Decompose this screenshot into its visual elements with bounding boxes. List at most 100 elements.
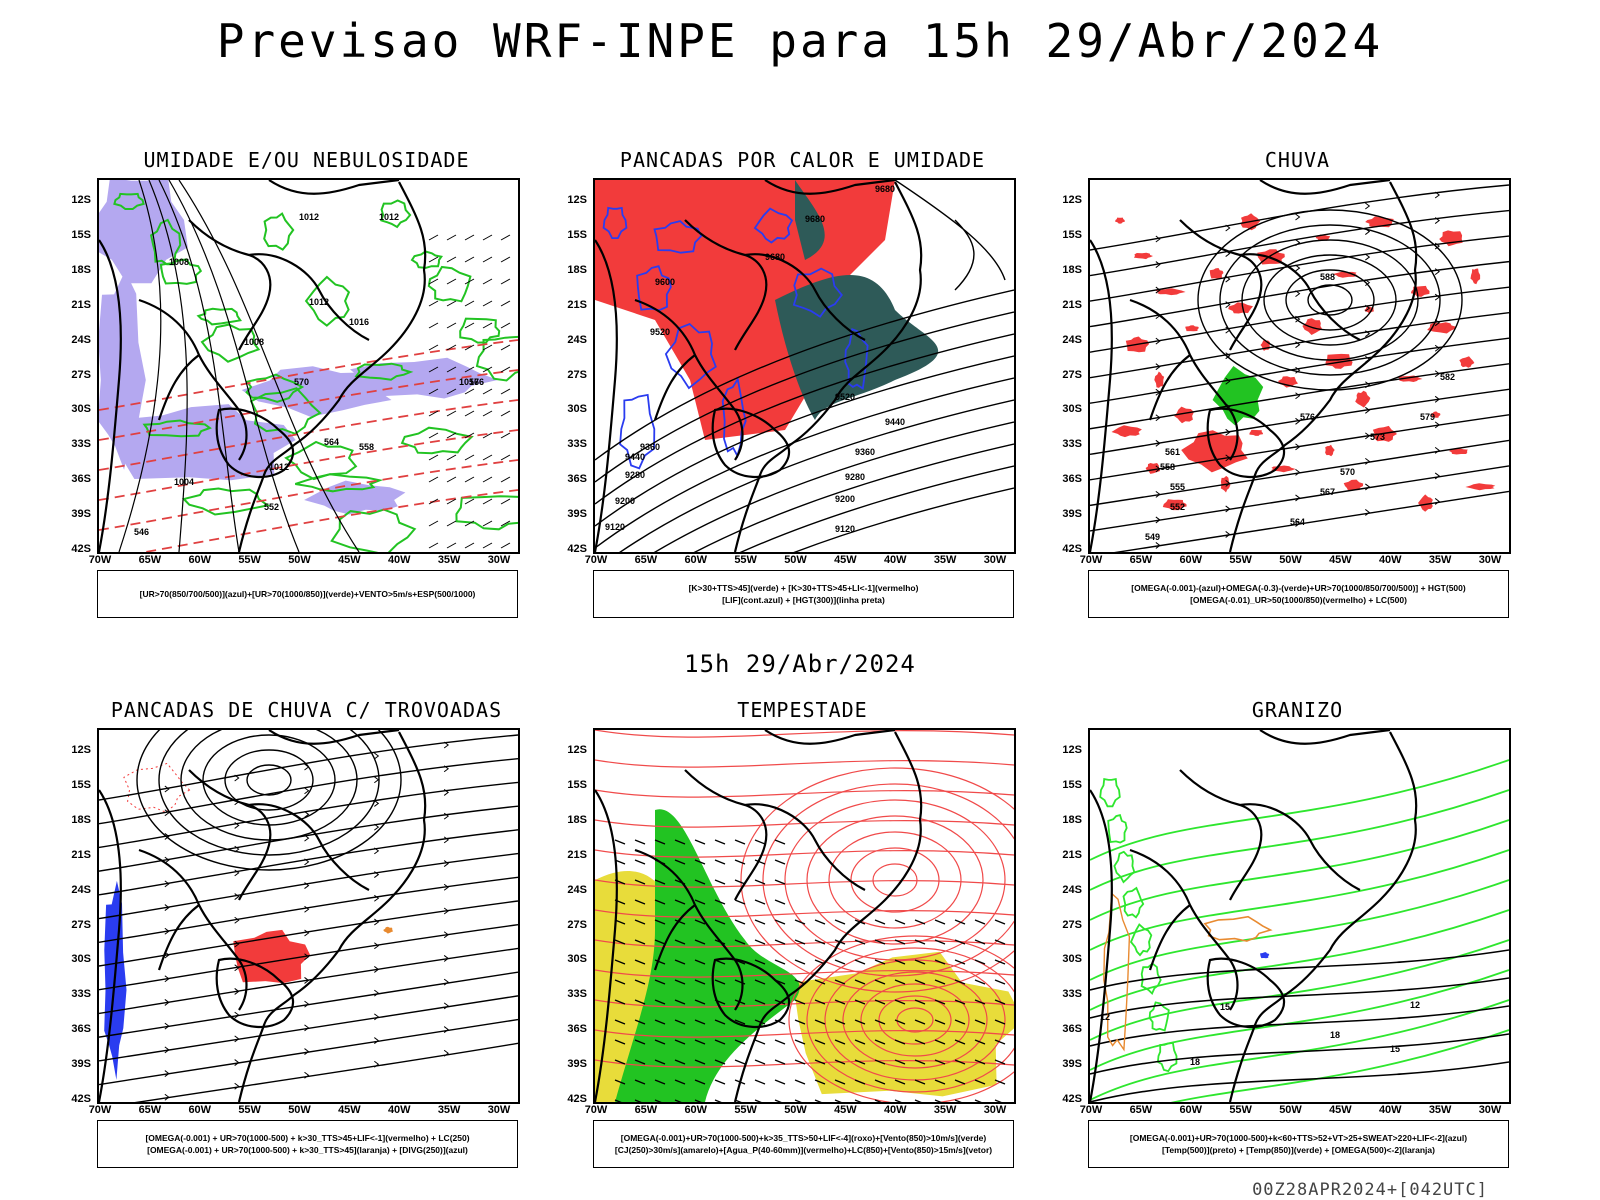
latitude-tick-label: 42S <box>71 1093 91 1105</box>
contour-label: 1012 <box>379 212 399 222</box>
contour-label: 1008 <box>169 257 189 267</box>
latitude-tick-label: 24S <box>71 333 91 346</box>
streamlines-850 <box>595 730 1014 1102</box>
latitude-tick-label: 33S <box>567 988 587 1001</box>
longitude-tick-label: 70W <box>1079 554 1103 566</box>
legend-line: [OMEGA(-0.01)_UR>50(1000/850)(vermelho) … <box>1190 595 1407 605</box>
latitude-tick-label: 21S <box>1062 298 1082 311</box>
instability-area <box>775 275 939 420</box>
contour-label: 18 <box>1190 1057 1200 1067</box>
panel-legend: [K>30+TTS>45](verde) + [K>30+TTS>45+LI<-… <box>593 570 1014 618</box>
longitude-tick-label: 50W <box>1279 1104 1302 1116</box>
contour-label: 558 <box>359 442 374 452</box>
longitude-tick-label: 40W <box>883 554 907 566</box>
latitude-tick-label: 42S <box>567 1093 587 1105</box>
latitude-tick-label: 27S <box>71 918 91 931</box>
longitude-tick-label: 70W <box>1079 1104 1103 1116</box>
contour-label: 9520 <box>650 327 670 337</box>
latitude-tick-label: 30S <box>567 403 587 416</box>
latitude-tick-label: 27S <box>1062 368 1082 381</box>
longitude-tick-label: 30W <box>983 1104 1007 1116</box>
longitude-tick-label: 60W <box>1179 1104 1203 1116</box>
contour-label: 1012 <box>309 297 329 307</box>
latitude-tick-label: 30S <box>1062 403 1082 416</box>
temperature-500-contours <box>1090 949 1509 1102</box>
panel-legend: [OMEGA(-0.001) + UR>70(1000-500) + k>30_… <box>97 1120 518 1168</box>
longitude-tick-label: 50W <box>1279 554 1302 566</box>
coastline-borders <box>1090 180 1418 552</box>
panel-legend: [OMEGA(-0.001)+UR>70(1000-500)+k<60+TTS>… <box>1088 1120 1509 1168</box>
contour-label: 12 <box>1100 1012 1110 1022</box>
weather-map[interactable]: 1012 1012 1008 1012 1016 1016 1008 1012 1004 576 5… <box>97 178 520 554</box>
contour-label: 552 <box>264 502 279 512</box>
contour-label: 9680 <box>875 184 895 194</box>
latitude-tick-label: 42S <box>1062 543 1082 555</box>
contour-label: 546 <box>134 527 149 537</box>
longitude-tick-label: 40W <box>1378 1104 1402 1116</box>
longitude-tick-label: 30W <box>487 554 511 566</box>
panel-title: CHUVA <box>1264 148 1331 172</box>
latitude-tick-label: 36S <box>567 473 587 486</box>
latitude-tick-label: 12S <box>567 744 587 756</box>
latitude-tick-label: 15S <box>1062 778 1082 791</box>
legend-line: [OMEGA(-0.001)+UR>70(1000-500)+k<60+TTS>… <box>1129 1133 1468 1143</box>
contour-label: 558 <box>1160 462 1175 472</box>
latitude-tick-label: 30S <box>71 953 91 966</box>
longitude-tick-label: 45W <box>1329 554 1352 566</box>
legend-line: [OMEGA(-0.001)-(azul)+OMEGA(-0.3)-(verde… <box>1131 583 1466 593</box>
weather-map[interactable]: 588 582 579 576 573 570 567 564 561 558 555 552 549 <box>1088 178 1511 554</box>
contour-label: 1012 <box>299 212 319 222</box>
contour-label: 1016 <box>459 377 479 387</box>
longitude-tick-label: 35W <box>933 1104 957 1116</box>
latitude-tick-label: 21S <box>71 298 91 311</box>
latitude-tick-label: 30S <box>567 953 587 966</box>
longitude-tick-label: 65W <box>1129 554 1153 566</box>
legend-line: [OMEGA(-0.001) + UR>70(1000-500) + k>30_… <box>147 1145 468 1155</box>
latitude-tick-label: 27S <box>71 368 91 381</box>
weather-map[interactable]: 9680 9680 9680 9600 9520 9440 9360 9280 9200 9120… <box>593 178 1016 554</box>
coastline-borders <box>1090 730 1418 1102</box>
longitude-tick-label: 30W <box>487 1104 511 1116</box>
contour-label: 9680 <box>805 214 825 224</box>
latitude-tick-label: 21S <box>71 848 91 861</box>
longitude-tick-label: 60W <box>684 554 708 566</box>
latitude-tick-label: 33S <box>71 988 91 1001</box>
latitude-tick-label: 27S <box>567 918 587 931</box>
contour-label: 573 <box>1370 432 1385 442</box>
longitude-tick-label: 65W <box>138 554 162 566</box>
weather-map[interactable] <box>97 728 520 1104</box>
longitude-tick-label: 55W <box>1229 554 1252 566</box>
map-canvas: 1012 1012 1008 1012 1016 1016 1008 1012 1004 576 5… <box>99 180 518 552</box>
longitude-tick-label: 45W <box>834 554 857 566</box>
legend-line: [Temp(500)](preto) + [Temp(850)](verde) … <box>1162 1145 1435 1155</box>
legend-line: [OMEGA(-0.001)+UR>70(1000-500)+k>35_TTS>… <box>620 1133 987 1143</box>
contour-label: 9360 <box>855 447 875 457</box>
longitude-tick-label: 40W <box>387 554 411 566</box>
weather-map[interactable]: 12 12 15 18 15 18 <box>1088 728 1511 1104</box>
longitude-tick-label: 55W <box>238 1104 261 1116</box>
latitude-tick-label: 15S <box>71 228 91 241</box>
contour-label: 579 <box>1420 412 1435 422</box>
latitude-tick-label: 30S <box>1062 953 1082 966</box>
contour-label: 9280 <box>625 470 645 480</box>
map-canvas: 588 582 579 576 573 570 567 564 561 558 555 552 549 <box>1090 180 1509 552</box>
contour-label: 9280 <box>845 472 865 482</box>
latitude-tick-label: 24S <box>567 333 587 346</box>
weather-map[interactable] <box>593 728 1016 1104</box>
longitude-tick-label: 30W <box>983 554 1007 566</box>
longitude-tick-label: 35W <box>437 554 461 566</box>
longitude-tick-label: 45W <box>1329 1104 1352 1116</box>
panel-title: UMIDADE E/OU NEBULOSIDADE <box>143 148 470 172</box>
longitude-tick-label: 30W <box>1478 1104 1502 1116</box>
contour-label: 588 <box>1320 272 1335 282</box>
longitude-tick-label: 70W <box>88 554 112 566</box>
longitude-tick-label: 50W <box>784 1104 807 1116</box>
contour-label: 9520 <box>835 392 855 402</box>
humidity-contours <box>113 192 518 552</box>
latitude-tick-label: 18S <box>1062 813 1082 826</box>
panel-legend: [OMEGA(-0.001)-(azul)+OMEGA(-0.3)-(verde… <box>1088 570 1509 618</box>
longitude-tick-label: 45W <box>338 1104 361 1116</box>
contour-label: 15 <box>1220 1002 1230 1012</box>
latitude-tick-label: 33S <box>567 438 587 451</box>
latitude-tick-label: 21S <box>567 848 587 861</box>
